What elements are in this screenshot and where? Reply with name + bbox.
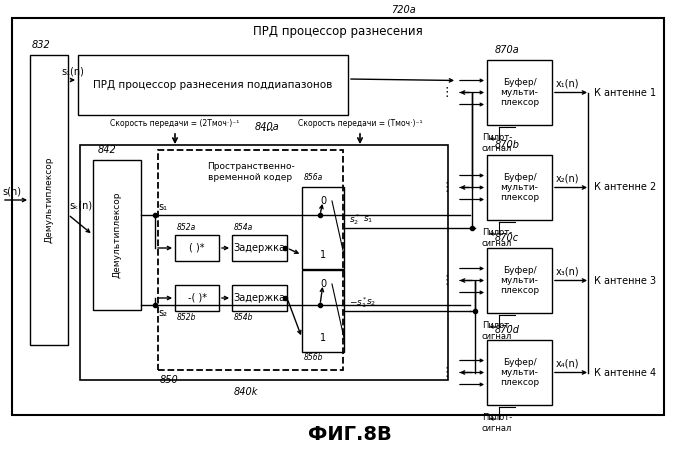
Text: 856b: 856b [304, 353, 323, 362]
Text: ФИГ.8В: ФИГ.8В [308, 425, 392, 444]
Text: Пилот-
сигнал: Пилот- сигнал [482, 133, 512, 153]
Text: 870d: 870d [495, 325, 520, 335]
Text: 840k: 840k [233, 387, 258, 397]
Bar [302, 187, 344, 269]
Text: Буфер/
мульти-
плексор: Буфер/ мульти- плексор [500, 357, 539, 387]
Text: x₄(n): x₄(n) [556, 358, 580, 368]
Bar [175, 285, 219, 311]
Bar [175, 235, 219, 261]
Text: ⋮: ⋮ [441, 86, 454, 99]
Bar [487, 155, 552, 220]
Text: 852a: 852a [177, 222, 196, 231]
Bar [12, 18, 664, 415]
Bar [232, 235, 287, 261]
Text: К антенне 1: К антенне 1 [594, 87, 656, 97]
Text: ⋮: ⋮ [441, 181, 454, 194]
Text: x₃(n): x₃(n) [556, 266, 580, 276]
Text: s₁: s₁ [158, 202, 167, 212]
Text: Задержка: Задержка [234, 293, 286, 303]
Text: 856a: 856a [304, 173, 323, 183]
Bar [158, 150, 343, 370]
Text: Пилот-
сигнал: Пилот- сигнал [482, 413, 512, 433]
Text: 840a: 840a [255, 122, 279, 132]
Text: ···: ··· [261, 124, 274, 138]
Bar [232, 285, 287, 311]
Text: 870c: 870c [495, 233, 519, 243]
Text: sₖ(n): sₖ(n) [69, 201, 92, 211]
Text: 720a: 720a [391, 5, 416, 15]
Text: 852b: 852b [177, 313, 197, 322]
Bar [93, 160, 141, 310]
Bar [487, 248, 552, 313]
Text: 832: 832 [32, 40, 50, 50]
Text: 854a: 854a [234, 222, 253, 231]
Text: s(n): s(n) [2, 187, 21, 197]
Text: ⋮: ⋮ [441, 366, 454, 379]
Text: ПРД процессор разнесения поддиапазонов: ПРД процессор разнесения поддиапазонов [93, 80, 332, 90]
Text: 1: 1 [320, 333, 326, 343]
Text: К антенне 3: К антенне 3 [594, 275, 656, 285]
Bar [80, 145, 448, 380]
Text: 842: 842 [98, 145, 117, 155]
Text: Буфер/
мульти-
плексор: Буфер/ мульти- плексор [500, 265, 539, 295]
Text: Пространственно-
временной кодер: Пространственно- временной кодер [206, 162, 295, 182]
Bar [487, 340, 552, 405]
Bar [78, 55, 348, 115]
Text: 870a: 870a [495, 45, 519, 55]
Text: 0: 0 [320, 196, 326, 206]
Text: x₁(n): x₁(n) [556, 78, 580, 88]
Text: $-s_1^*$: $-s_1^*$ [349, 295, 368, 310]
Text: $s_2$: $s_2$ [366, 298, 376, 308]
Text: 850: 850 [160, 375, 178, 385]
Text: $s_2^*$: $s_2^*$ [349, 212, 360, 227]
Text: Скорость передачи = (2Тмоч·)⁻¹: Скорость передачи = (2Тмоч·)⁻¹ [111, 119, 239, 127]
Bar [30, 55, 68, 345]
Text: s₂: s₂ [158, 308, 167, 318]
Text: Демультиплексор: Демультиплексор [113, 192, 122, 278]
Text: Демультиплексор: Демультиплексор [45, 157, 53, 243]
Text: Буфер/
мульти-
плексор: Буфер/ мульти- плексор [500, 77, 539, 107]
Text: 1: 1 [320, 250, 326, 260]
Text: К антенне 4: К антенне 4 [594, 367, 656, 377]
Text: Пилот-
сигнал: Пилот- сигнал [482, 228, 512, 248]
Bar [302, 270, 344, 352]
Text: 0: 0 [320, 279, 326, 289]
Text: ⋮: ⋮ [441, 274, 454, 287]
Bar [487, 60, 552, 125]
Text: К антенне 2: К антенне 2 [594, 183, 657, 193]
Text: ПРД процессор разнесения: ПРД процессор разнесения [253, 25, 423, 39]
Text: Задержка: Задержка [234, 243, 286, 253]
Text: x₂(n): x₂(n) [556, 173, 580, 183]
Text: Скорость передачи = (Тмоч·)⁻¹: Скорость передачи = (Тмоч·)⁻¹ [298, 119, 422, 127]
Text: Буфер/
мульти-
плексор: Буфер/ мульти- плексор [500, 173, 539, 202]
Text: $s_1$: $s_1$ [363, 215, 373, 225]
Text: 870b: 870b [495, 140, 520, 150]
Text: 854b: 854b [234, 313, 253, 322]
Text: s₁(n): s₁(n) [62, 66, 85, 76]
Text: Пилот-
сигнал: Пилот- сигнал [482, 321, 512, 341]
Text: -( )*: -( )* [188, 293, 206, 303]
Text: ( )*: ( )* [189, 243, 204, 253]
